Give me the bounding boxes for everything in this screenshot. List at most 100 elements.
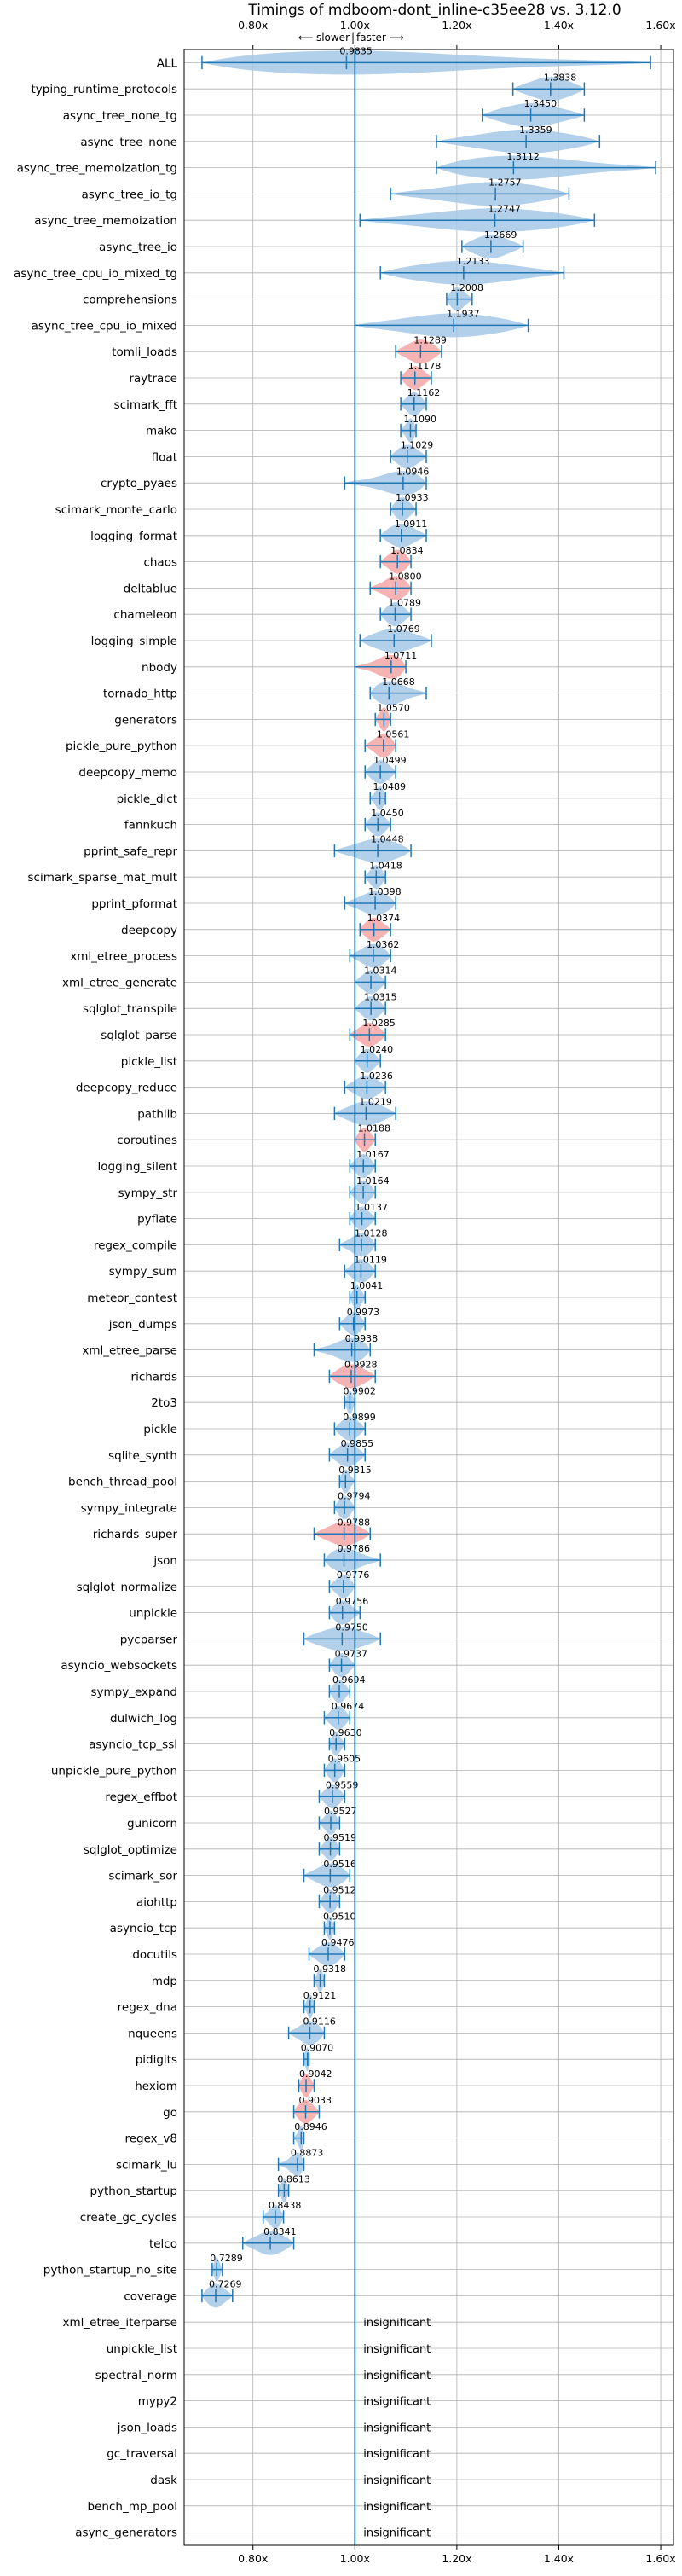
benchmark-label: meteor_contest — [87, 1291, 177, 1305]
violin-mako: 1.1090 — [400, 414, 436, 443]
value-label: 1.0285 — [362, 1018, 396, 1029]
benchmark-label: sqlglot_normalize — [77, 1581, 177, 1594]
value-label: 1.0041 — [350, 1280, 384, 1291]
benchmark-label: unpickle_pure_python — [51, 1764, 177, 1778]
violin-coroutines: 1.0188 — [354, 1123, 390, 1152]
benchmark-label: richards — [131, 1370, 177, 1384]
violin-sqlglot_parse: 1.0285 — [349, 1018, 396, 1047]
benchmark-label: telco — [149, 2237, 177, 2251]
value-label: 0.9630 — [329, 1727, 362, 1738]
violin-sympy_str: 1.0164 — [349, 1175, 390, 1204]
benchmark-label: sympy_integrate — [81, 1501, 177, 1515]
value-label: 0.9033 — [298, 2095, 332, 2106]
top-tick-label: 1.20x — [442, 19, 471, 32]
value-label: 1.0489 — [373, 781, 407, 792]
benchmark-label: regex_v8 — [124, 2132, 177, 2146]
violin-pycparser: 0.9750 — [303, 1622, 381, 1651]
violin-async_tree_cpu_io_mixed_tg: 1.2133 — [379, 256, 565, 285]
benchmark-label: logging_silent — [98, 1160, 177, 1174]
value-label: 1.0240 — [361, 1044, 394, 1055]
benchmark-label: deepcopy_memo — [78, 766, 177, 780]
violin-sqlglot_normalize: 0.9776 — [328, 1569, 369, 1598]
benchmark-label: pidigits — [136, 2053, 177, 2067]
violin-regex_dna: 0.9121 — [303, 1990, 336, 2019]
benchmark-label: scimark_sor — [108, 1870, 177, 1883]
benchmark-label: async_tree_io_tg — [81, 188, 177, 201]
value-label: 1.2008 — [450, 282, 483, 293]
value-label: 1.0561 — [377, 728, 410, 740]
value-label: 1.0946 — [396, 466, 430, 477]
violin-pickle_pure_python: 1.0561 — [364, 728, 410, 758]
top-tick-label: 1.60x — [645, 19, 675, 32]
violin-scimark_fft: 1.1162 — [400, 387, 440, 416]
benchmark-label: sqlglot_transpile — [83, 1002, 177, 1016]
violin-asyncio_tcp_ssl: 0.9630 — [328, 1727, 362, 1756]
violin-raytrace: 1.1178 — [400, 361, 441, 390]
benchmark-label: async_generators — [75, 2527, 177, 2540]
benchmark-label: sympy_sum — [109, 1265, 177, 1279]
benchmark-label: sympy_str — [118, 1186, 178, 1200]
value-label: 1.0448 — [371, 834, 404, 845]
benchmark-label: async_tree_memoization — [34, 214, 177, 228]
value-label: 1.0933 — [396, 492, 429, 503]
violin-logging_format: 1.0911 — [379, 519, 427, 548]
insignificant-label: insignificant — [363, 2527, 431, 2540]
benchmark-label: regex_effbot — [105, 1790, 177, 1804]
benchmark-label: xml_etree_parse — [82, 1344, 177, 1358]
benchmark-label: generators — [114, 713, 177, 727]
violin-telco: 0.8341 — [242, 2226, 297, 2255]
violin-create_gc_cycles: 0.8438 — [262, 2200, 301, 2229]
value-label: 0.9938 — [345, 1333, 379, 1344]
benchmark-label: aiohttp — [136, 1895, 177, 1909]
benchmark-label: richards_super — [93, 1528, 178, 1541]
violin-python_startup_no_site: 0.7289 — [210, 2253, 243, 2282]
value-label: 0.8613 — [277, 2173, 310, 2184]
benchmark-label: logging_simple — [91, 635, 177, 648]
violin-async_tree_cpu_io_mixed: 1.1937 — [354, 309, 529, 338]
benchmark-label: async_tree_io — [99, 241, 177, 254]
value-label: 0.8946 — [294, 2121, 327, 2132]
benchmark-label: comprehensions — [83, 293, 177, 307]
value-label: 0.9973 — [347, 1307, 380, 1318]
benchmark-label: gc_traversal — [107, 2447, 177, 2461]
benchmark-label: bench_thread_pool — [68, 1476, 177, 1489]
violin-dulwich_log: 0.9674 — [323, 1701, 364, 1730]
value-label: 1.0167 — [356, 1149, 390, 1160]
value-label: 1.0236 — [360, 1070, 393, 1082]
value-label: 1.3359 — [519, 125, 552, 136]
value-label: 0.9605 — [328, 1754, 361, 1765]
benchmark-label: python_startup — [90, 2184, 177, 2198]
value-label: 1.2747 — [488, 203, 522, 214]
benchmark-label: scimark_fft — [114, 398, 177, 412]
value-label: 0.9318 — [314, 1964, 347, 1975]
violin-deepcopy_reduce: 1.0236 — [344, 1070, 393, 1099]
violin-sympy_integrate: 0.9794 — [333, 1491, 371, 1520]
violin-deepcopy_memo: 1.0499 — [364, 755, 407, 784]
violin-asyncio_websockets: 0.9737 — [328, 1648, 367, 1678]
violin-typing_runtime_protocols: 1.3838 — [512, 72, 586, 102]
benchmark-label: tornado_http — [103, 688, 177, 701]
benchmark-label: chameleon — [113, 608, 177, 622]
benchmark-label: pickle_dict — [117, 792, 177, 806]
value-label: 1.1937 — [447, 309, 480, 320]
violin-pickle: 0.9899 — [333, 1412, 376, 1441]
violin-sympy_sum: 1.0119 — [344, 1254, 387, 1284]
violin-python_startup: 0.8613 — [277, 2173, 310, 2203]
insignificant-label: insignificant — [363, 2317, 431, 2329]
violin-aiohttp: 0.9512 — [318, 1885, 356, 1914]
violin-async_tree_memoization: 1.2747 — [359, 203, 596, 233]
benchmark-label: nqueens — [128, 2027, 177, 2040]
value-label: 0.9855 — [341, 1438, 374, 1449]
violin-tomli_loads: 1.1289 — [395, 334, 447, 364]
value-label: 0.8873 — [291, 2148, 324, 2159]
violin-meteor_contest: 1.0041 — [349, 1280, 384, 1309]
violin-async_tree_none: 1.3359 — [436, 125, 601, 154]
benchmark-label: nbody — [142, 661, 177, 675]
violin-pprint_pformat: 1.0398 — [344, 886, 402, 915]
value-label: 0.9794 — [338, 1491, 371, 1502]
plot-frame — [183, 49, 674, 2546]
value-label: 0.9042 — [299, 2068, 332, 2080]
benchmark-label: raytrace — [129, 372, 177, 386]
value-label: 0.8341 — [263, 2226, 297, 2237]
benchmark-label: dulwich_log — [110, 1712, 177, 1726]
